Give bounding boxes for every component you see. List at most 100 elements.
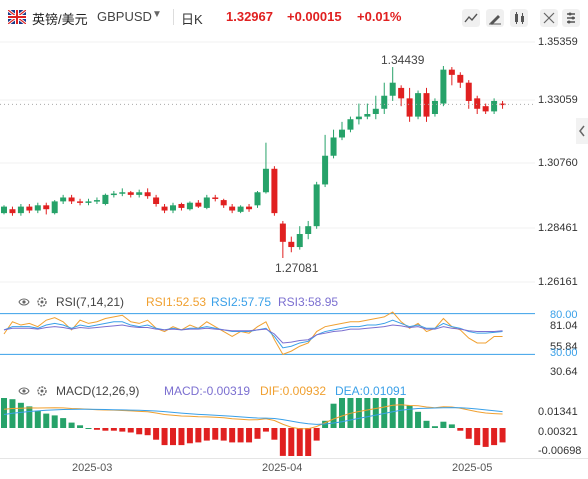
collapse-panel-button[interactable] xyxy=(576,118,588,144)
macd-histogram-bar xyxy=(153,428,160,440)
macd-histogram-bar xyxy=(364,398,371,428)
macd-histogram-bar xyxy=(85,428,92,429)
macd-histogram-bar xyxy=(474,428,481,446)
rsi-chart[interactable] xyxy=(0,308,535,358)
symbol-selector[interactable]: GBPUSD xyxy=(97,9,152,24)
macd-axis-label: 0.01341 xyxy=(538,406,578,418)
candle xyxy=(17,204,24,216)
rsi-axis-label: 80.00 xyxy=(550,309,578,321)
indicator-icon[interactable] xyxy=(462,9,480,27)
candle xyxy=(482,103,489,114)
candle xyxy=(406,87,413,122)
candle xyxy=(389,67,396,101)
candle xyxy=(26,204,33,214)
candle xyxy=(136,189,143,198)
macd-histogram-bar xyxy=(372,398,379,428)
candle xyxy=(34,202,41,214)
candle xyxy=(305,220,312,240)
macd-histogram-bar xyxy=(491,428,498,446)
x-axis-label: 2025-03 xyxy=(72,462,113,474)
candle xyxy=(51,200,58,215)
macd-histogram-bar xyxy=(186,428,193,444)
macd-histogram-bar xyxy=(170,428,176,446)
eye-icon[interactable] xyxy=(18,385,30,397)
macd-histogram-bar xyxy=(279,428,286,456)
price-axis-label: 1.28461 xyxy=(538,222,578,234)
macd-histogram-bar xyxy=(26,406,33,428)
macd-histogram-bar xyxy=(43,413,50,428)
candle xyxy=(372,95,379,120)
candle xyxy=(322,134,329,188)
candle xyxy=(330,129,337,159)
fullscreen-icon[interactable] xyxy=(540,9,558,27)
candle xyxy=(93,197,100,204)
candle xyxy=(237,205,244,214)
macd-histogram-bar xyxy=(330,403,337,428)
price-change-percent: +0.01% xyxy=(357,9,402,24)
macd-histogram-bar xyxy=(271,428,278,440)
macd-histogram-bar xyxy=(220,428,227,441)
divider xyxy=(173,9,174,25)
chevron-left-icon xyxy=(579,125,585,137)
macd-histogram-bar xyxy=(254,428,261,439)
candle xyxy=(279,220,286,258)
macd-histogram-bar xyxy=(465,428,472,439)
candle xyxy=(339,121,345,141)
macd-histogram-bar xyxy=(144,428,151,436)
candle xyxy=(347,116,354,133)
candle xyxy=(220,198,227,208)
rsi-axis-label: 30.64 xyxy=(550,366,578,378)
rsi-axis-label: 30.00 xyxy=(550,347,578,359)
candle xyxy=(229,204,236,214)
timeframe-selector[interactable]: 日K xyxy=(181,12,203,27)
candle xyxy=(186,201,193,211)
candle-type-icon[interactable] xyxy=(510,9,528,27)
macd-histogram-bar xyxy=(60,418,67,428)
macd-histogram-bar xyxy=(161,428,168,446)
rsi-axis-label: 55.84 xyxy=(550,341,578,353)
candle xyxy=(262,142,269,194)
candle xyxy=(102,193,109,206)
candle xyxy=(170,202,176,214)
dea-value: DEA:0.01091 xyxy=(335,384,407,398)
macd-histogram-bar xyxy=(237,428,244,443)
candle xyxy=(60,194,67,204)
candle xyxy=(364,103,371,120)
candle xyxy=(254,190,261,208)
candle xyxy=(119,188,126,197)
macd-histogram-bar xyxy=(355,398,362,428)
macd-histogram-bar xyxy=(34,410,41,428)
chevron-down-icon[interactable]: ▼ xyxy=(152,9,162,20)
macd-histogram-bar xyxy=(203,428,210,441)
macd-histogram-bar xyxy=(178,428,185,446)
candle xyxy=(355,103,362,125)
price-axis-label: 1.26161 xyxy=(538,276,578,288)
rsi1-value: RSI1:52.53 xyxy=(146,295,207,309)
macd-histogram-bar xyxy=(1,398,7,428)
gear-icon[interactable] xyxy=(36,296,48,308)
macd-chart[interactable] xyxy=(0,398,535,456)
candle xyxy=(313,181,320,229)
macd-histogram-bar xyxy=(136,428,143,435)
candle xyxy=(431,98,438,117)
settings-icon[interactable] xyxy=(562,9,580,27)
eye-icon[interactable] xyxy=(18,296,30,308)
macd-histogram-bar xyxy=(389,398,396,428)
candle xyxy=(68,194,75,204)
high-price-label: 1.34439 xyxy=(381,53,425,67)
macd-histogram-bar xyxy=(499,428,506,443)
macd-histogram-bar xyxy=(423,420,430,428)
macd-histogram-bar xyxy=(431,426,438,428)
rsi2-value: RSI2:57.75 xyxy=(211,295,272,309)
macd-histogram-bar xyxy=(68,422,75,428)
macd-histogram-bar xyxy=(262,428,269,432)
macd-histogram-bar xyxy=(229,428,236,443)
macd-histogram-bar xyxy=(482,428,489,447)
candlestick-chart[interactable] xyxy=(0,34,535,284)
gear-icon[interactable] xyxy=(36,385,48,397)
candle xyxy=(9,206,16,216)
macd-histogram-bar xyxy=(313,428,320,441)
draw-icon[interactable] xyxy=(486,9,504,27)
candle xyxy=(178,202,185,211)
macd-axis-label: -0.00698 xyxy=(538,445,582,457)
